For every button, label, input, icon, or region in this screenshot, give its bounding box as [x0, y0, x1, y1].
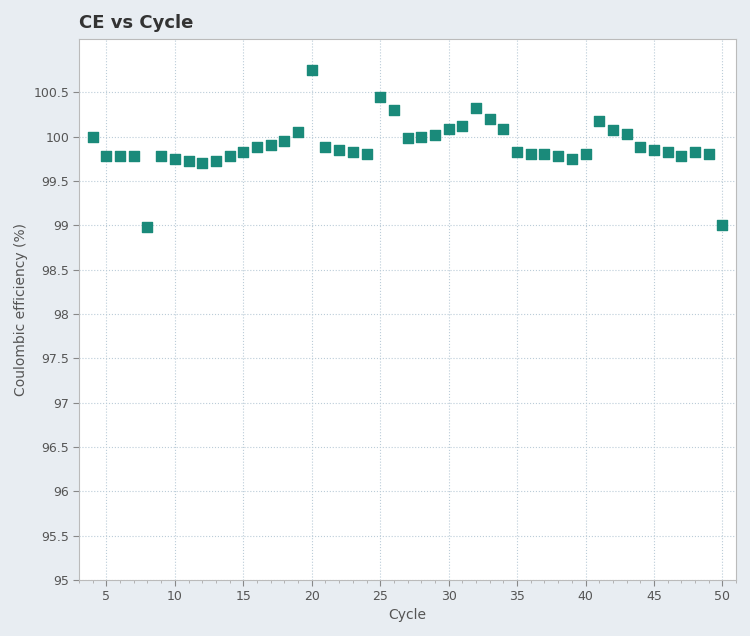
- Point: [346, 148, 358, 158]
- Point: [470, 103, 482, 113]
- Point: [566, 154, 578, 164]
- Point: [538, 149, 550, 160]
- Point: [689, 148, 701, 158]
- Point: [648, 145, 660, 155]
- Point: [114, 151, 126, 161]
- Point: [580, 149, 592, 160]
- Point: [182, 156, 194, 167]
- Point: [716, 220, 728, 230]
- Point: [155, 151, 167, 161]
- Point: [100, 151, 112, 161]
- Point: [703, 149, 715, 160]
- Point: [251, 142, 263, 152]
- Point: [128, 151, 140, 161]
- Point: [620, 128, 632, 139]
- Point: [320, 142, 332, 152]
- Point: [169, 154, 181, 164]
- Point: [224, 151, 236, 161]
- Point: [401, 133, 413, 143]
- X-axis label: Cycle: Cycle: [388, 608, 427, 622]
- Point: [361, 149, 373, 160]
- Point: [306, 65, 318, 75]
- Point: [333, 145, 345, 155]
- Point: [675, 151, 687, 161]
- Point: [511, 148, 523, 158]
- Point: [593, 116, 605, 126]
- Point: [142, 222, 154, 232]
- Point: [429, 130, 441, 140]
- Point: [525, 149, 537, 160]
- Y-axis label: Coulombic efficiency (%): Coulombic efficiency (%): [14, 223, 28, 396]
- Point: [292, 127, 304, 137]
- Point: [196, 158, 208, 168]
- Point: [484, 114, 496, 124]
- Point: [442, 125, 454, 135]
- Point: [237, 148, 249, 158]
- Point: [278, 136, 290, 146]
- Point: [416, 132, 428, 142]
- Point: [497, 125, 509, 135]
- Text: CE vs Cycle: CE vs Cycle: [79, 14, 194, 32]
- Point: [662, 148, 674, 158]
- Point: [634, 142, 646, 152]
- Point: [388, 105, 400, 115]
- Point: [87, 132, 99, 142]
- Point: [210, 156, 222, 167]
- Point: [265, 141, 277, 151]
- Point: [374, 92, 386, 102]
- Point: [456, 121, 468, 131]
- Point: [552, 151, 564, 161]
- Point: [607, 125, 619, 135]
